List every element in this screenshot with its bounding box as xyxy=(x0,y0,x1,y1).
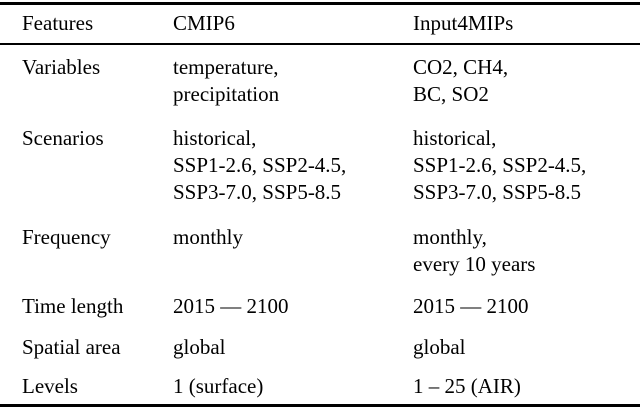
column-header-input4mips: Input4MIPs xyxy=(413,11,514,35)
table-row-spatial-area: Spatial area global global xyxy=(0,325,640,364)
cell-spatial-area-cmip6: global xyxy=(173,335,226,359)
table-top-rule xyxy=(0,2,640,5)
cell-spatial-area-input4mips: global xyxy=(413,335,466,359)
cell-scenarios-cmip6: historical, SSP1-2.6, SSP2-4.5, SSP3-7.0… xyxy=(173,126,347,204)
column-header-cmip6: CMIP6 xyxy=(173,11,235,35)
column-header-features: Features xyxy=(22,11,94,35)
cell-time-length-input4mips: 2015 — 2100 xyxy=(413,294,529,318)
cell-frequency-input4mips: monthly, every 10 years xyxy=(413,225,536,276)
cell-time-length-cmip6: 2015 — 2100 xyxy=(173,294,289,318)
row-label-time-length: Time length xyxy=(22,294,124,318)
row-label-variables: Variables xyxy=(22,55,101,79)
cell-levels-cmip6: 1 (surface) xyxy=(173,374,264,398)
row-label-spatial-area: Spatial area xyxy=(22,335,121,359)
cell-variables-cmip6: temperature, precipitation xyxy=(173,55,280,106)
table-row-time-length: Time length 2015 — 2100 2015 — 2100 xyxy=(0,284,640,325)
table-header-rule xyxy=(0,43,640,45)
table-bottom-rule xyxy=(0,404,640,407)
cell-levels-input4mips: 1 – 25 (AIR) xyxy=(413,374,521,398)
table-row-variables: Variables temperature, precipitation CO2… xyxy=(0,45,640,116)
cell-scenarios-input4mips: historical, SSP1-2.6, SSP2-4.5, SSP3-7.0… xyxy=(413,126,587,204)
table-row-frequency: Frequency monthly monthly, every 10 year… xyxy=(0,215,640,284)
cell-frequency-cmip6: monthly xyxy=(173,225,244,249)
row-label-frequency: Frequency xyxy=(22,225,111,249)
row-label-scenarios: Scenarios xyxy=(22,126,104,150)
cell-variables-input4mips: CO2, CH4, BC, SO2 xyxy=(413,55,509,106)
table-header-row: Features CMIP6 Input4MIPs xyxy=(0,5,640,43)
row-label-levels: Levels xyxy=(22,374,78,398)
table-row-levels: Levels 1 (surface) 1 – 25 (AIR) xyxy=(0,364,640,404)
table-row-scenarios: Scenarios historical, SSP1-2.6, SSP2-4.5… xyxy=(0,116,640,215)
